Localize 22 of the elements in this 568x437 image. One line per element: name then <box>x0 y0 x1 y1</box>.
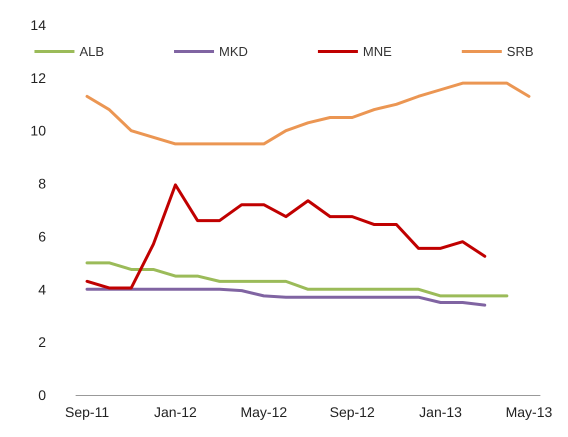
y-tick-label: 2 <box>38 334 46 350</box>
x-tick-label: Sep-11 <box>64 404 110 420</box>
legend-label: MKD <box>219 44 248 59</box>
y-tick-label: 6 <box>38 228 46 244</box>
x-tick-label: May-12 <box>240 404 288 420</box>
line-series <box>86 183 486 290</box>
y-tick-label: 4 <box>38 281 46 298</box>
x-tick-label: Jan-12 <box>154 404 198 420</box>
y-tick-label: 12 <box>30 70 46 86</box>
y-tick-label: 0 <box>38 387 46 403</box>
line-series <box>86 82 530 146</box>
x-tick-label: Sep-12 <box>330 404 375 420</box>
y-tick-label: 14 <box>30 17 46 33</box>
y-tick-label: 8 <box>38 176 46 192</box>
y-tick-label: 10 <box>30 122 46 139</box>
line-series <box>86 288 486 307</box>
legend-label: MNE <box>362 44 392 59</box>
legend-label: SRB <box>506 44 534 59</box>
x-tick-label: May-13 <box>506 404 553 420</box>
legend-label: ALB <box>79 44 104 59</box>
line-series <box>86 261 508 298</box>
x-tick-label: Jan-13 <box>419 404 462 420</box>
